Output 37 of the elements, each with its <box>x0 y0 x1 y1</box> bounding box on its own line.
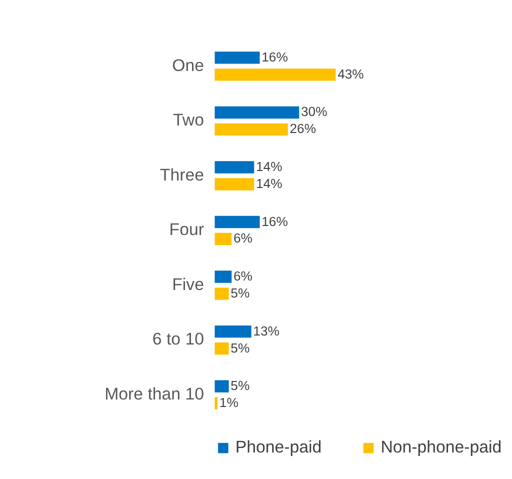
data-label: 14% <box>256 176 283 191</box>
data-label: 1% <box>219 395 239 410</box>
data-label: 13% <box>253 323 280 338</box>
bar <box>214 68 336 81</box>
bar <box>214 288 229 300</box>
legend-label: Phone-paid <box>235 438 322 457</box>
bar <box>214 123 288 136</box>
legend-label: Non-phone-paid <box>380 438 502 457</box>
data-label: 26% <box>290 121 316 136</box>
y-tick-label: Three <box>160 165 204 184</box>
bar <box>214 380 229 392</box>
data-label: 30% <box>301 104 328 120</box>
data-label: 5% <box>230 340 250 356</box>
bar <box>214 161 254 174</box>
y-tick-label: More than 10 <box>104 384 204 404</box>
bar <box>214 325 252 338</box>
data-label: 6% <box>233 268 253 284</box>
bar <box>214 178 254 190</box>
bar <box>214 216 260 228</box>
data-label: 6% <box>233 230 253 246</box>
bar <box>214 232 232 246</box>
data-label: 16% <box>262 49 288 64</box>
bar <box>214 52 260 64</box>
bar <box>214 342 229 355</box>
y-tick-label: One <box>172 56 204 75</box>
data-label: 14% <box>256 158 283 174</box>
data-label: 5% <box>230 286 250 301</box>
bar <box>214 106 300 119</box>
y-tick-label: Two <box>173 110 204 130</box>
data-label: 16% <box>262 214 288 229</box>
bar <box>214 270 232 283</box>
data-label: 43% <box>338 66 364 82</box>
y-tick-label: Four <box>169 220 204 240</box>
y-tick-label: 6 to 10 <box>152 330 204 349</box>
data-label: 5% <box>230 378 250 394</box>
y-tick-label: Five <box>172 274 204 294</box>
bar <box>214 397 218 410</box>
